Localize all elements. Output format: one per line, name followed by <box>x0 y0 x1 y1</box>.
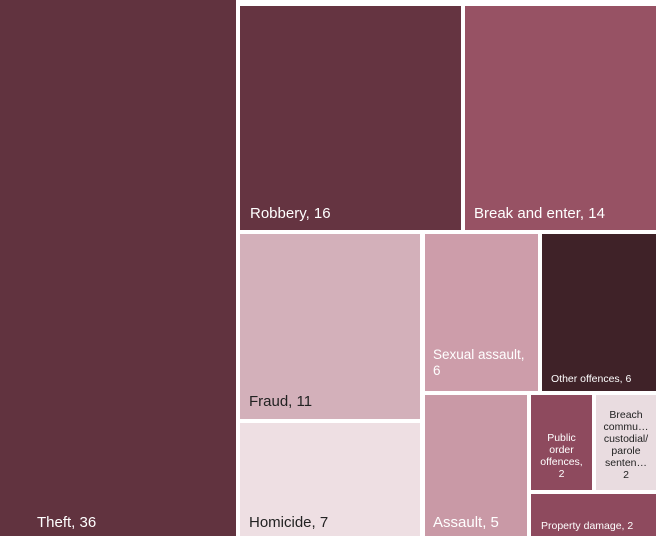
label-sexual-assault: Sexual assault, 6 <box>433 347 525 378</box>
label-assault: Assault, 5 <box>433 514 499 531</box>
label-theft: Theft, 36 <box>37 514 97 531</box>
tile-breach-sentences <box>596 395 656 490</box>
tile-other-offences <box>542 234 656 391</box>
tile-public-order-offences <box>531 395 592 490</box>
label-fraud: Fraud, 11 <box>249 393 313 410</box>
label-other-offences: Other offences, 6 <box>551 373 632 385</box>
label-public-order-offences: Public order offences, 2 <box>540 432 583 480</box>
label-breach-sentences: Breach commu… custodial/parole senten… 2 <box>603 409 649 481</box>
label-robbery: Robbery, 16 <box>250 205 331 222</box>
label-break-and-enter: Break and enter, 14 <box>474 205 605 222</box>
label-property-damage: Property damage, 2 <box>541 520 634 532</box>
tile-homicide <box>240 423 420 536</box>
label-homicide: Homicide, 7 <box>249 514 329 531</box>
tile-sexual-assault <box>425 234 538 391</box>
tile-assault <box>425 395 527 536</box>
tile-robbery <box>240 6 461 230</box>
tile-fraud <box>240 234 420 419</box>
tile-property-damage <box>531 494 656 536</box>
tile-break-and-enter <box>465 6 656 230</box>
tile-theft <box>0 0 236 536</box>
